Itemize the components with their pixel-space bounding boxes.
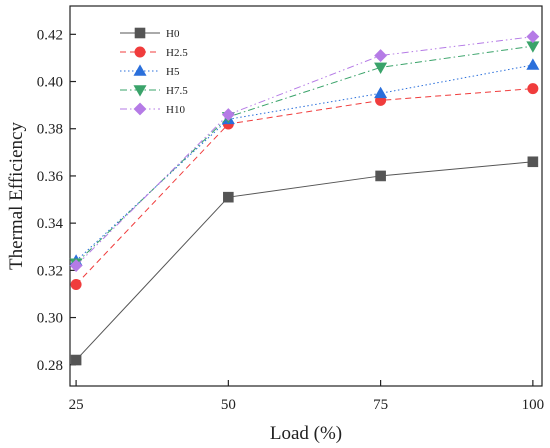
series-line [75,36,533,266]
legend-label: H0 [166,28,180,40]
x-tick-label: 50 [221,397,236,413]
data-point [374,86,388,99]
y-axis-title: Thermal Efficiency [6,122,27,270]
legend-label: H5 [166,66,180,78]
y-axis: 0.28 0.30 0.32 0.34 0.36 0.38 0.40 0.42 [37,27,76,374]
y-tick-label: 0.30 [37,311,63,327]
series-h10 [69,30,540,273]
legend-marker [134,27,146,39]
legend: H0 H2.5 H5 H7.5 H10 [120,27,188,116]
series-line [75,45,533,264]
x-axis-title: Load (%) [270,423,342,444]
legend-label: H10 [166,104,185,116]
data-point [375,170,386,182]
series-layer [69,30,540,366]
data-point [70,354,82,366]
y-tick-label: 0.28 [37,358,63,374]
legend-marker [134,46,146,58]
plot-frame [69,5,543,387]
y-tick-label: 0.40 [37,75,63,91]
legend-label: H2.5 [166,47,188,59]
x-tick-label: 25 [69,397,84,413]
data-point [69,259,83,273]
legend-marker [133,102,147,116]
y-tick-label: 0.36 [37,169,64,185]
series-line [75,88,533,285]
data-point [374,49,388,62]
data-point [221,108,235,121]
series-line [75,161,533,361]
x-tick-label: 75 [373,397,388,413]
y-tick-label: 0.42 [37,27,63,43]
data-point [527,156,539,168]
y-tick-label: 0.32 [37,263,63,279]
data-point [526,41,540,53]
legend-marker [133,64,147,76]
series-line [75,64,533,262]
x-axis: 25 50 75 100 [69,380,545,413]
data-point [223,191,234,203]
data-point [527,83,539,95]
data-point [526,58,540,70]
legend-marker [133,85,147,97]
data-point [70,279,82,291]
legend-label: H7.5 [166,85,188,97]
y-tick-label: 0.38 [37,122,63,138]
series-h0 [70,156,539,366]
x-tick-label: 100 [522,397,545,413]
data-point [374,62,388,74]
y-tick-label: 0.34 [37,216,64,232]
data-point [526,30,540,44]
